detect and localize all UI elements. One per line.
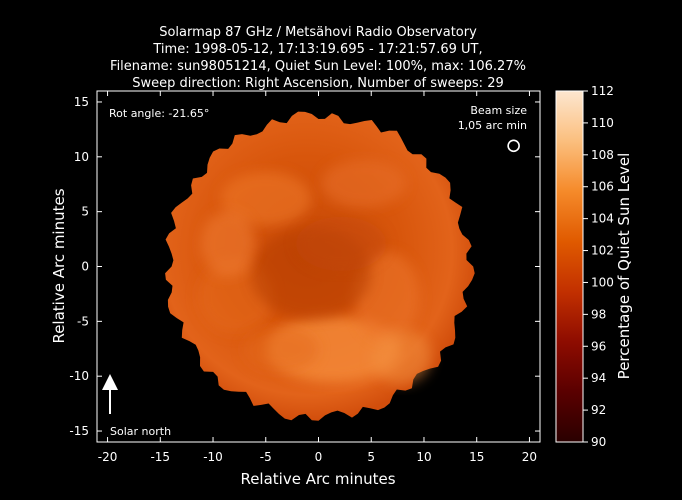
y-tick-label: -5 <box>77 314 89 328</box>
colorbar-tick-label: 110 <box>591 116 614 130</box>
colorbar-tick-label: 90 <box>591 435 606 449</box>
sweep-streaks <box>179 126 458 407</box>
x-tick-label: 20 <box>522 450 537 464</box>
title-line-1: Solarmap 87 GHz / Metsähovi Radio Observ… <box>159 25 477 40</box>
y-axis-label: Relative Arc minutes <box>50 188 68 343</box>
brightness-region <box>243 326 319 373</box>
solar-disk-heatmap <box>165 111 475 421</box>
solar-north-label: Solar north <box>110 425 171 438</box>
rot-angle-label: Rot angle: -21.65° <box>109 107 209 120</box>
colorbar-tick-label: 106 <box>591 180 614 194</box>
x-tick-label: -10 <box>203 450 223 464</box>
beam-size-label: Beam size <box>470 104 527 117</box>
x-tick-label: -20 <box>98 450 118 464</box>
x-tick-label: 15 <box>469 450 484 464</box>
colorbar-tick-label: 108 <box>591 148 614 162</box>
plot-area: -20 -15 -10 -5 0 5 10 15 20 -15 -10 -5 0 5 10 15 <box>69 90 541 464</box>
colorbar-tick-label: 94 <box>591 371 606 385</box>
colorbar-tick-label: 100 <box>591 275 614 289</box>
colorbar-label: Percentage of Quiet Sun Level <box>615 153 633 380</box>
colorbar-gradient <box>556 91 583 442</box>
y-tick-label: -15 <box>69 424 89 438</box>
colorbar-tick-label: 104 <box>591 212 614 226</box>
brightness-region <box>321 159 406 208</box>
y-tick-label: 5 <box>81 205 89 219</box>
x-axis-label: Relative Arc minutes <box>240 470 395 488</box>
y-tick-label: 10 <box>74 150 89 164</box>
title-line-3: Filename: sun98051214, Quiet Sun Level: … <box>110 59 526 74</box>
x-tick-label: 0 <box>315 450 323 464</box>
colorbar-ticks: 90 92 94 96 98 100 102 104 106 108 110 112 <box>583 84 614 449</box>
solar-north-arrow <box>102 374 118 414</box>
brightness-region <box>371 329 432 385</box>
colorbar-tick-label: 98 <box>591 307 606 321</box>
y-axis-ticks: -15 -10 -5 0 5 10 15 <box>69 95 540 438</box>
beam-size-marker <box>507 139 520 153</box>
colorbar-tick-label: 112 <box>591 84 614 98</box>
y-tick-label: 0 <box>81 260 89 274</box>
y-tick-label: 15 <box>74 95 89 109</box>
title-line-4: Sweep direction: Right Ascension, Number… <box>132 76 504 91</box>
x-tick-label: -15 <box>150 450 170 464</box>
colorbar-frame <box>555 90 584 443</box>
beam-size-value: 1,05 arc min <box>458 119 527 132</box>
x-tick-label: -5 <box>260 450 272 464</box>
colorbar-tick-label: 96 <box>591 339 606 353</box>
colorbar-tick-label: 92 <box>591 403 606 417</box>
colorbar-tick-label: 102 <box>591 244 614 258</box>
chart-title: Solarmap 87 GHz / Metsähovi Radio Observ… <box>110 25 526 91</box>
title-line-2: Time: 1998-05-12, 17:13:19.695 - 17:21:5… <box>152 42 482 57</box>
x-tick-label: 5 <box>367 450 375 464</box>
y-tick-label: -10 <box>69 369 89 383</box>
x-axis-ticks: -20 -15 -10 -5 0 5 10 15 20 <box>98 91 537 464</box>
x-tick-label: 10 <box>416 450 431 464</box>
colorbar: 90 92 94 96 98 100 102 104 106 108 110 112 Percenta… <box>555 84 633 449</box>
